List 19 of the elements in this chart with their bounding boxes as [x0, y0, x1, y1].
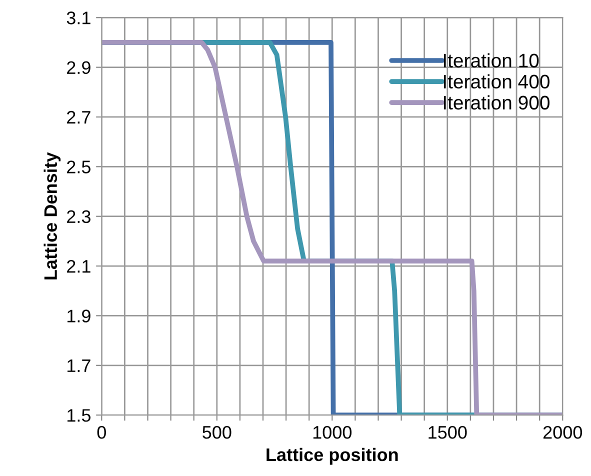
- x-tick-label: 500: [202, 426, 232, 439]
- y-tick-label: 2.5: [67, 160, 90, 174]
- legend-label: Iteration 900: [444, 95, 550, 110]
- y-tick-label: 1.5: [68, 409, 90, 422]
- legend-label: Iteration 10: [444, 53, 539, 68]
- y-tick-label: 2.9: [67, 61, 90, 74]
- legend-label: Iteration 400: [444, 74, 550, 89]
- y-tick-label: 2.7: [67, 110, 90, 124]
- x-tick-label: 1000: [313, 426, 352, 439]
- y-tick-label: 1.9: [68, 310, 90, 322]
- y-tick-label: 3.1: [66, 12, 90, 24]
- y-tick-label: 2.3: [67, 210, 90, 224]
- x-tick-label: 2000: [543, 426, 582, 439]
- y-axis-title: Lattice Density: [44, 152, 61, 280]
- x-tick-label: 0: [97, 426, 106, 439]
- x-tick-label: 1500: [428, 426, 467, 439]
- y-tick-label: 1.7: [68, 360, 90, 372]
- y-tick-label: 2.1: [67, 260, 90, 273]
- x-axis-title: Lattice position: [266, 448, 398, 465]
